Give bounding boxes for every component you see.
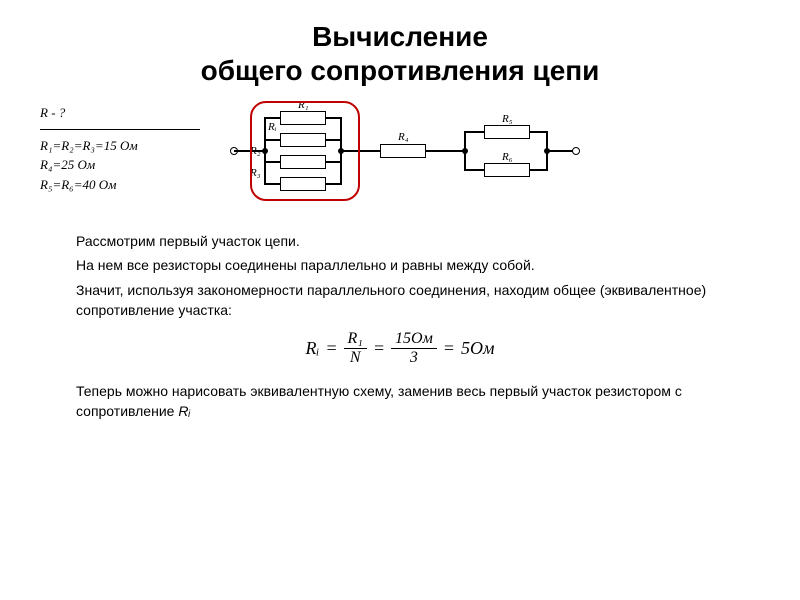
given-line-2: R₄=25 Ом (40, 155, 200, 175)
paragraph-3: Значит, используя закономерности паралле… (40, 280, 760, 321)
equals-sign: = (373, 338, 385, 359)
wire (464, 131, 484, 133)
title-line-2: общего сопротивления цепи (201, 55, 600, 86)
paragraph-2: На нем все резисторы соединены параллель… (40, 255, 760, 275)
given-question: R - ? (40, 103, 200, 130)
equals-sign: = (325, 338, 337, 359)
wire (426, 150, 464, 152)
given-line-1: R₁=R₂=R₃=15 Ом (40, 136, 200, 156)
paragraph-4-text: Теперь можно нарисовать эквивалентную сх… (76, 383, 682, 419)
resistor-label-r6: R₆ (502, 151, 513, 163)
title-line-1: Вычисление (312, 21, 488, 52)
resistor-r4 (380, 144, 426, 158)
resistor-r6 (484, 163, 530, 177)
circuit-diagram: R₁RᵢR₂R₃R₄R₅R₆ (220, 103, 760, 213)
terminal-right (572, 147, 580, 155)
formula-lhs: Rᵢ (306, 338, 320, 359)
wire (530, 131, 548, 133)
resistor-label-r4: R₄ (398, 131, 409, 143)
resistor-label-r5: R₅ (502, 113, 513, 125)
fraction-2-num: 15Ом (391, 330, 437, 349)
paragraph-4-var: Rᵢ (178, 403, 190, 419)
paragraph-1: Рассмотрим первый участок цепи. (40, 231, 760, 251)
fraction-2: 15Ом 3 (391, 330, 437, 366)
wire (530, 169, 548, 171)
fraction-1-num: R₁ (344, 330, 367, 349)
wire (464, 169, 484, 171)
top-row: R - ? R₁=R₂=R₃=15 Ом R₄=25 Ом R₅=R₆=40 О… (40, 103, 760, 213)
given-line-3: R₅=R₆=40 Ом (40, 175, 200, 195)
resistor-r5 (484, 125, 530, 139)
formula: Rᵢ = R₁ N = 15Ом 3 = 5Ом (40, 330, 760, 366)
given-box: R - ? R₁=R₂=R₃=15 Ом R₄=25 Ом R₅=R₆=40 О… (40, 103, 200, 213)
equals-sign: = (443, 338, 455, 359)
node-dot (462, 148, 468, 154)
paragraph-4: Теперь можно нарисовать эквивалентную сх… (40, 381, 760, 422)
fraction-2-den: 3 (406, 349, 422, 367)
wire (546, 150, 574, 152)
highlight-box (250, 101, 360, 201)
page-title: Вычисление общего сопротивления цепи (40, 20, 760, 87)
formula-result: 5Ом (461, 338, 495, 359)
fraction-1-den: N (346, 349, 365, 367)
fraction-1: R₁ N (344, 330, 367, 366)
